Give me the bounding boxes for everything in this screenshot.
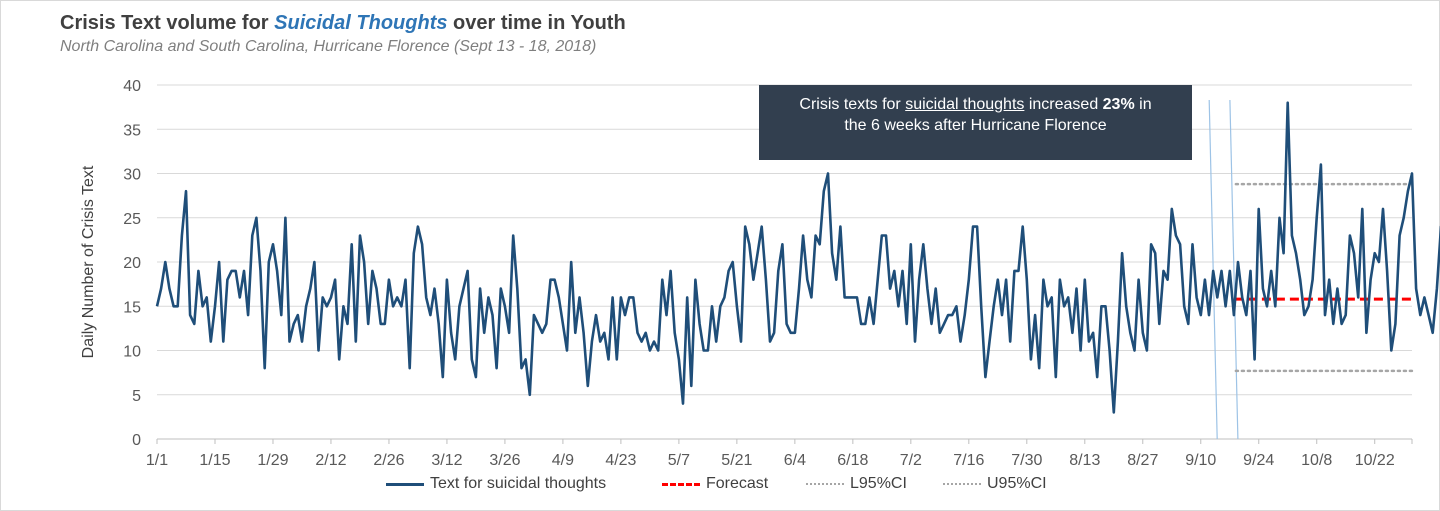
x-tick-label: 9/10 (1185, 452, 1216, 469)
legend-item-u95: U95%CI (943, 475, 1047, 493)
y-tick-label: 0 (132, 432, 141, 449)
series-line-suicidal-thoughts (155, 101, 1440, 414)
y-tick-label: 5 (132, 388, 141, 405)
x-tick-label: 9/24 (1243, 452, 1274, 469)
y-axis-label: Daily Number of Crisis Text (80, 165, 97, 358)
x-tick-label: 5/21 (721, 452, 752, 469)
annotation-underlined: suicidal thoughts (905, 96, 1025, 113)
x-tick-label: 8/27 (1127, 452, 1158, 469)
x-tick-label: 2/12 (315, 452, 346, 469)
x-tick-label: 1/15 (199, 452, 230, 469)
legend-label-l95: L95%CI (850, 475, 907, 492)
legend-label-u95: U95%CI (987, 475, 1047, 492)
legend-item-series: Text for suicidal thoughts (386, 475, 606, 493)
legend-swatch-l95 (806, 483, 844, 485)
y-tick-label: 25 (123, 211, 141, 228)
y-tick-label: 10 (123, 344, 141, 361)
annotation-bold: 23% (1102, 96, 1135, 113)
legend: Text for suicidal thoughts Forecast L95%… (0, 475, 1440, 499)
x-tick-label: 7/2 (900, 452, 922, 469)
x-tick-label: 3/26 (489, 452, 520, 469)
legend-label-forecast: Forecast (706, 475, 769, 492)
x-tick-label: 10/22 (1355, 452, 1395, 469)
legend-swatch-u95 (943, 483, 981, 485)
annotation-line2: the 6 weeks after Hurricane Florence (844, 117, 1107, 134)
legend-swatch-forecast (662, 482, 700, 486)
chart-title-highlight: Suicidal Thoughts (274, 12, 448, 34)
y-axis-ticks: 0 5 10 15 20 25 30 35 40 (123, 78, 141, 449)
x-tick-label: 2/26 (373, 452, 404, 469)
legend-label-series: Text for suicidal thoughts (430, 475, 607, 492)
confidence-interval-lines (1234, 182, 1414, 373)
event-lines (1208, 99, 1239, 440)
event-line (1208, 99, 1218, 440)
x-tick-label: 5/7 (668, 452, 690, 469)
y-tick-label: 15 (123, 299, 141, 316)
y-tick-label: 30 (123, 167, 141, 184)
y-tick-label: 35 (123, 122, 141, 139)
series-line-group (155, 101, 1440, 414)
legend-swatch-series (386, 482, 424, 486)
x-tick-label: 10/8 (1301, 452, 1332, 469)
x-axis: 1/1 1/15 1/29 2/12 2/26 3/12 3/26 4/9 4/23 5/7 5/2… (146, 438, 1413, 469)
annotation-box: Crisis texts for suicidal thoughts incre… (759, 85, 1192, 160)
chart-subtitle: North Carolina and South Carolina, Hurri… (60, 38, 597, 55)
x-tick-label: 4/23 (605, 452, 636, 469)
x-tick-label: 7/16 (953, 452, 984, 469)
x-tick-label: 7/30 (1011, 452, 1042, 469)
legend-item-l95: L95%CI (806, 475, 907, 493)
event-line (1229, 99, 1239, 440)
x-tick-label: 8/13 (1069, 452, 1100, 469)
x-tick-label: 1/1 (146, 452, 168, 469)
y-tick-label: 20 (123, 255, 141, 272)
x-tick-label: 3/12 (431, 452, 462, 469)
y-tick-label: 40 (123, 78, 141, 95)
x-tick-label: 1/29 (257, 452, 288, 469)
chart-title: Crisis Text volume for Suicidal Thoughts… (60, 12, 626, 34)
x-tick-label: 6/18 (837, 452, 868, 469)
x-tick-label: 4/9 (552, 452, 574, 469)
x-tick-label: 6/4 (784, 452, 806, 469)
legend-item-forecast: Forecast (662, 475, 768, 493)
